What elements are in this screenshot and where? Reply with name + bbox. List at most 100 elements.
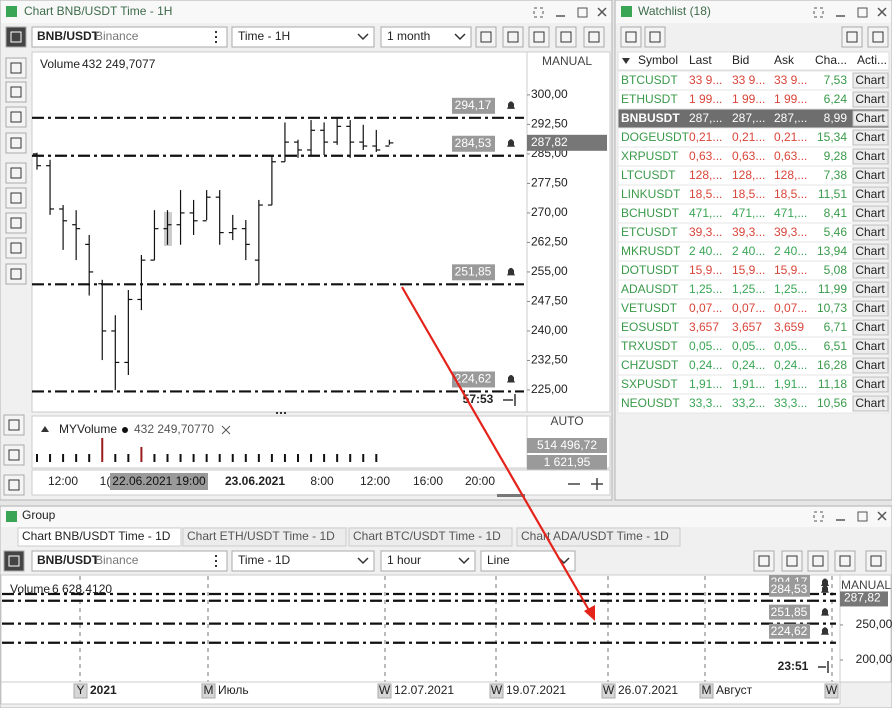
tab-label[interactable]: Chart ADA/USDT Time - 1D (521, 529, 669, 543)
chart-button-label[interactable]: Chart (855, 149, 885, 163)
tool-button[interactable] (5, 237, 27, 259)
tab[interactable] (516, 527, 681, 547)
tool-button[interactable] (865, 550, 887, 572)
chart-button[interactable] (852, 395, 889, 412)
tool-button[interactable] (5, 106, 27, 128)
dropdown[interactable] (480, 550, 576, 572)
tool-button[interactable] (620, 26, 642, 48)
chart-button-label[interactable]: Chart (855, 263, 885, 277)
chart-button-label[interactable]: Chart (855, 396, 885, 410)
chart-button[interactable] (852, 281, 889, 298)
alert-bell (507, 139, 515, 147)
tool-button[interactable] (502, 26, 524, 48)
tool-button[interactable] (834, 550, 856, 572)
chart-button-label[interactable]: Chart (855, 339, 885, 353)
chart-button-label[interactable]: Chart (855, 301, 885, 315)
chart-button-label[interactable]: Chart (855, 377, 885, 391)
tab[interactable] (17, 527, 182, 547)
maximize-button[interactable] (857, 7, 868, 18)
chart-button[interactable] (852, 72, 889, 89)
chart-button-label[interactable]: Chart (855, 225, 885, 239)
chart-button[interactable] (852, 224, 889, 241)
expand-button[interactable] (533, 7, 544, 18)
column-header: Last (689, 53, 712, 67)
tool-button[interactable] (644, 26, 666, 48)
alert-label: 294,17 (455, 98, 492, 112)
tool-button[interactable] (5, 162, 27, 184)
tab-label[interactable]: Chart BNB/USDT Time - 1D (22, 529, 171, 543)
tool-button[interactable] (841, 26, 863, 48)
last-cell: 15,9... (689, 263, 722, 277)
tool-button[interactable] (555, 26, 577, 48)
chart-button-label[interactable]: Chart (855, 320, 885, 334)
tab[interactable] (348, 527, 513, 547)
period-marker-label: M (702, 683, 712, 697)
app-icon (6, 511, 17, 522)
chart-button[interactable] (852, 205, 889, 222)
chart-button-label[interactable]: Chart (855, 168, 885, 182)
tab[interactable] (182, 527, 347, 547)
tool-button[interactable] (3, 444, 25, 466)
tool-button[interactable] (5, 81, 27, 103)
chart-button[interactable] (852, 300, 889, 317)
chart-button-label[interactable]: Chart (855, 130, 885, 144)
chart-button[interactable] (852, 186, 889, 203)
chart-button-label[interactable]: Chart (855, 206, 885, 220)
chart-button[interactable] (852, 110, 889, 127)
change-cell: 15,34 (817, 130, 847, 144)
chart-button-label[interactable]: Chart (855, 111, 885, 125)
chart-button[interactable] (852, 319, 889, 336)
tool-button[interactable] (5, 212, 27, 234)
chart-button-label[interactable]: Chart (855, 73, 885, 87)
chart-button-label[interactable]: Chart (855, 358, 885, 372)
dropdown[interactable] (231, 26, 375, 48)
menu-dot (215, 565, 217, 567)
expand-button[interactable] (813, 7, 824, 18)
tool-button[interactable] (3, 550, 25, 572)
chart-button[interactable] (852, 243, 889, 260)
tool-button[interactable] (5, 26, 27, 48)
tool-icon (8, 555, 20, 567)
chart-button[interactable] (852, 91, 889, 108)
period-marker-label: W (379, 683, 391, 697)
last-cell: 1,91... (689, 377, 722, 391)
tool-button[interactable] (5, 132, 27, 154)
splitter-dot (276, 412, 278, 414)
dropdown[interactable] (380, 550, 476, 572)
tool-button[interactable] (583, 26, 605, 48)
chart-button-label[interactable]: Chart (855, 244, 885, 258)
chart-button-label[interactable]: Chart (855, 187, 885, 201)
maximize-button[interactable] (577, 7, 588, 18)
dropdown[interactable] (231, 550, 375, 572)
chart-button[interactable] (852, 262, 889, 279)
tool-button[interactable] (807, 550, 829, 572)
dropdown[interactable] (380, 26, 472, 48)
tool-button[interactable] (867, 26, 889, 48)
tool-icon (758, 555, 770, 567)
chart-button[interactable] (852, 167, 889, 184)
maximize-button[interactable] (857, 511, 868, 522)
tool-button[interactable] (3, 414, 25, 436)
chart-button[interactable] (852, 338, 889, 355)
tool-button[interactable] (5, 263, 27, 285)
tool-icon (649, 31, 661, 43)
chart-button[interactable] (852, 357, 889, 374)
symbol-box[interactable] (31, 26, 228, 48)
symbol-box[interactable] (31, 550, 228, 572)
tool-button[interactable] (528, 26, 550, 48)
tool-button[interactable] (475, 26, 497, 48)
tool-button[interactable] (5, 187, 27, 209)
expand-button[interactable] (813, 511, 824, 522)
tool-button[interactable] (753, 550, 775, 572)
tool-button[interactable] (781, 550, 803, 572)
crosshair-time-box (110, 473, 208, 490)
chart-button[interactable] (852, 376, 889, 393)
chart-button-label[interactable]: Chart (855, 92, 885, 106)
tab-label[interactable]: Chart BTC/USDT Time - 1D (353, 529, 501, 543)
tool-button[interactable] (5, 57, 27, 79)
chart-button[interactable] (852, 148, 889, 165)
tool-button[interactable] (3, 474, 25, 496)
chart-button[interactable] (852, 129, 889, 146)
chart-button-label[interactable]: Chart (855, 282, 885, 296)
tab-label[interactable]: Chart ETH/USDT Time - 1D (187, 529, 335, 543)
